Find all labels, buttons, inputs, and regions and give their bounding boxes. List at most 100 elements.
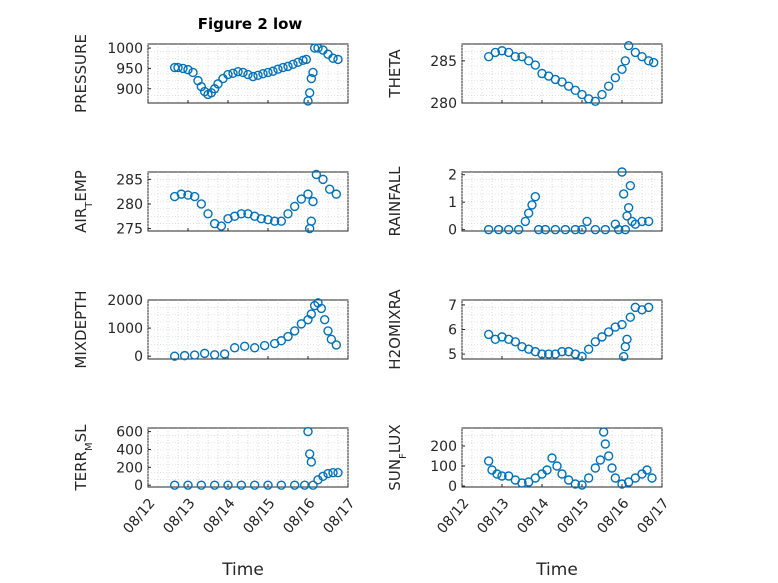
data-point [617,64,627,74]
data-point [590,224,601,235]
data-point [577,224,587,235]
x-axis-label: Time [535,560,578,580]
data-point [577,89,587,100]
data-point [313,43,323,53]
data-point [523,208,534,218]
data-point [303,189,313,199]
data-point [517,478,527,488]
data-point [643,302,654,313]
data-point [540,224,551,235]
data-point [301,54,312,65]
data-point [249,480,260,490]
data-point [552,461,562,471]
data-point [492,469,502,479]
data-point [288,59,298,70]
y-axis-label: H2OMIXRA [386,289,404,370]
data-point [276,336,287,346]
data-point [622,334,632,345]
data-point [219,349,230,359]
figure-title: Figure 2 low [198,15,303,33]
y-tick-label: 280 [430,96,457,112]
y-tick-label: 200 [116,460,143,476]
data-point [560,224,571,235]
data-point [630,47,641,58]
data-point [625,312,636,322]
data-point [306,73,317,84]
data-point [583,473,594,483]
data-point [623,477,634,487]
data-point [189,191,200,202]
data-point [590,463,601,473]
data-point [577,351,587,362]
y-axis-label: TERRMSL [72,424,95,492]
data-point [603,327,614,337]
data-point [328,467,338,478]
x-tick-label: 08/14 [514,496,552,537]
data-point [625,181,636,191]
y-tick-label: 2 [448,168,457,184]
data-point [276,480,287,490]
data-point [331,340,342,350]
panel-rainfall: 0 1 2 RAINFALL [386,166,663,239]
data-point [630,473,641,483]
data-point [263,480,273,490]
y-axis-label-part: SUN [386,459,404,491]
data-point [169,480,180,490]
y-tick-label: 400 [116,442,143,458]
data-point [497,471,507,481]
data-point [523,477,534,487]
y-tick-label: 200 [430,439,457,455]
y-axis-label: SUNFLUX [386,424,409,490]
data-point [188,67,198,78]
y-tick-label: 0 [134,349,143,365]
data-point [293,57,303,68]
data-point [239,341,250,352]
data-point [243,69,253,80]
y-tick-label: 1 [448,195,457,211]
data-point [183,480,193,490]
data-point [316,303,327,314]
data-point [563,81,574,91]
data-point [513,224,524,235]
data-point [276,216,287,226]
y-axis-label: MIXDEPTH [72,290,90,368]
y-axis-label-part: SL [72,424,90,443]
data-point [324,184,335,194]
data-point [610,473,621,483]
data-point [617,167,627,177]
y-tick-label: 285 [116,172,143,188]
data-point [570,85,581,96]
data-point [308,67,318,78]
panel-pressure: 900 950 1000 PRESSURE [72,34,349,113]
data-point [623,202,634,213]
data-point [483,456,494,466]
data-point [563,475,574,485]
y-tick-label: 285 [430,54,457,70]
data-point [617,319,627,330]
y-axis-label: AIRTEMP [72,170,95,233]
data-point [618,189,629,199]
data-point [306,309,317,319]
panel-h2omixra: 5 6 7 H2OMIXRA [386,289,663,370]
data-point [557,77,567,87]
data-point [273,64,283,74]
data-point [577,480,587,490]
data-point [530,473,541,483]
data-point [223,480,233,490]
y-axis-label-subscript: M [84,442,95,451]
y-tick-label: 280 [116,197,143,213]
data-point [493,224,504,235]
data-point [597,332,607,342]
data-point [216,221,227,231]
y-axis-label-part: EMP [72,170,90,201]
x-tick-label: 08/16 [594,496,632,537]
data-point [610,73,621,83]
x-tick-label: 08/15 [240,496,278,537]
data-point [196,480,207,490]
data-point [590,337,601,347]
data-point [256,214,267,224]
data-point [306,457,317,467]
y-tick-label: 600 [116,425,143,441]
data-point [263,67,273,78]
